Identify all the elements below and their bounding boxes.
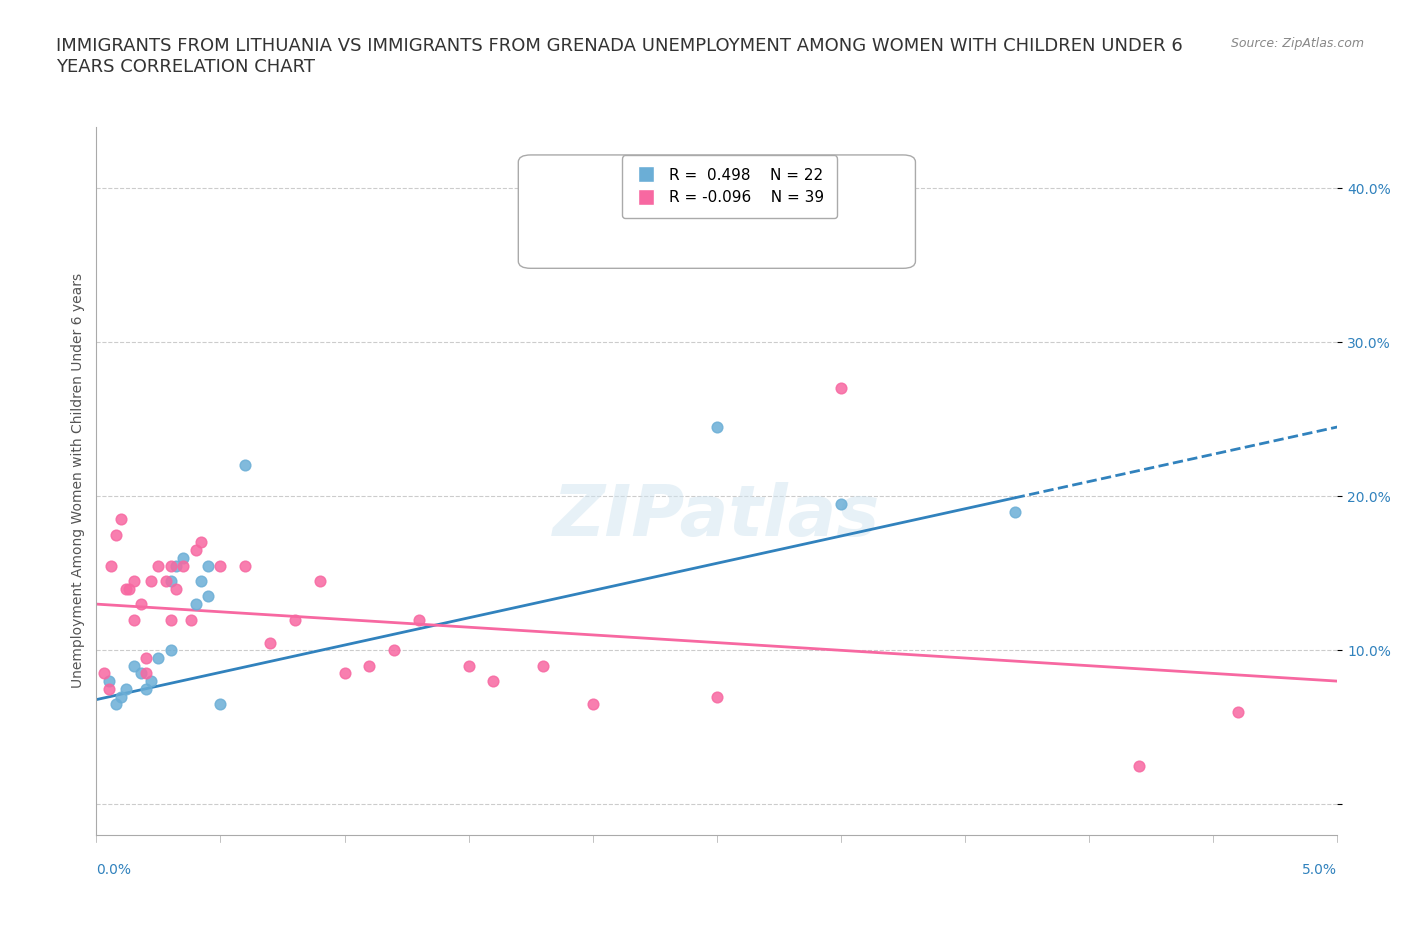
Point [165, 581, 187, 596]
Point [117, 581, 139, 596]
Point [115, 581, 138, 596]
Point [1227, 705, 1250, 720]
FancyBboxPatch shape [519, 155, 915, 269]
Point [122, 612, 145, 627]
Point [184, 597, 207, 612]
Point [209, 558, 232, 573]
Point [122, 574, 145, 589]
Point [457, 658, 479, 673]
Point [1004, 504, 1026, 519]
Point [333, 666, 356, 681]
Point [190, 574, 212, 589]
Point [115, 682, 138, 697]
Point [159, 558, 181, 573]
Point [1128, 758, 1150, 773]
Text: Source: ZipAtlas.com: Source: ZipAtlas.com [1230, 37, 1364, 50]
Point [172, 551, 194, 565]
Point [482, 673, 505, 688]
Point [408, 612, 430, 627]
Point [148, 558, 170, 573]
Point [233, 458, 256, 473]
Point [139, 574, 162, 589]
Point [135, 651, 157, 666]
Point [155, 574, 177, 589]
Y-axis label: Unemployment Among Women with Children Under 6 years: Unemployment Among Women with Children U… [72, 273, 86, 688]
Point [209, 697, 232, 711]
Point [830, 497, 852, 512]
Point [359, 658, 381, 673]
Point [172, 558, 194, 573]
Point [100, 558, 122, 573]
Point [197, 589, 219, 604]
Point [97, 682, 120, 697]
Point [197, 558, 219, 573]
Point [97, 673, 120, 688]
Point [135, 682, 157, 697]
Point [122, 658, 145, 673]
Point [582, 697, 605, 711]
Text: IMMIGRANTS FROM LITHUANIA VS IMMIGRANTS FROM GRENADA UNEMPLOYMENT AMONG WOMEN WI: IMMIGRANTS FROM LITHUANIA VS IMMIGRANTS … [56, 37, 1182, 76]
Text: ZIPatlas: ZIPatlas [553, 482, 880, 551]
Point [135, 666, 157, 681]
Point [139, 673, 162, 688]
Point [105, 697, 128, 711]
Point [259, 635, 281, 650]
Point [706, 419, 728, 434]
Point [165, 558, 187, 573]
Text: 5.0%: 5.0% [1302, 863, 1337, 878]
Point [93, 666, 115, 681]
Point [129, 597, 152, 612]
Point [148, 651, 170, 666]
Point [159, 574, 181, 589]
Text: 0.0%: 0.0% [97, 863, 131, 878]
Point [105, 527, 128, 542]
Point [830, 381, 852, 396]
Point [233, 558, 256, 573]
Point [382, 643, 405, 658]
Point [190, 535, 212, 550]
Point [110, 512, 132, 526]
Point [284, 612, 307, 627]
Point [706, 689, 728, 704]
Legend: R =  0.498    N = 22, R = -0.096    N = 39: R = 0.498 N = 22, R = -0.096 N = 39 [621, 155, 837, 218]
Point [180, 612, 202, 627]
Point [184, 543, 207, 558]
Point [308, 574, 330, 589]
Point [159, 643, 181, 658]
Point [531, 658, 554, 673]
Point [129, 666, 152, 681]
Point [110, 689, 132, 704]
Point [159, 612, 181, 627]
